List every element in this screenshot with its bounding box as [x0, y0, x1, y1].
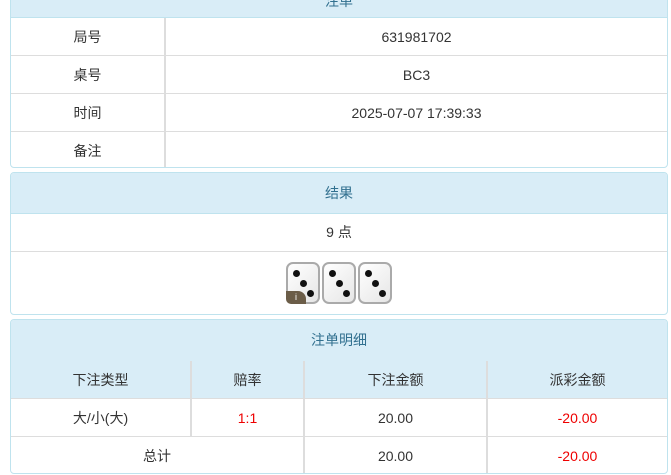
table-row: 备注: [11, 131, 667, 167]
bet-type: 大/小(大): [11, 398, 191, 437]
table-row: 时间 2025-07-07 17:39:33: [11, 93, 667, 132]
info-badge-icon[interactable]: i: [286, 291, 306, 304]
die-3: [358, 262, 392, 304]
order-panel: 注单 局号 631981702 桌号 BC3 时间 2025-07-07 17:39:…: [10, 0, 668, 168]
table-row: 局号 631981702: [11, 18, 667, 56]
order-info-table: 局号 631981702 桌号 BC3 时间 2025-07-07 17:39:33 …: [11, 18, 667, 167]
odds: 1:1: [190, 398, 304, 437]
total-label: 总计: [11, 436, 304, 473]
row-value: [164, 131, 667, 167]
row-value: 631981702: [164, 18, 667, 56]
row-label: 时间: [11, 93, 165, 132]
order-panel-title: 注单: [11, 0, 667, 18]
row-label: 桌号: [11, 55, 165, 94]
result-panel-title: 结果: [11, 173, 667, 214]
total-row: 总计 20.00 -20.00: [11, 436, 667, 473]
die-1: i: [286, 262, 320, 304]
header-payout: 派彩金额: [486, 361, 667, 399]
header-bet-amount: 下注金额: [303, 361, 487, 399]
payout: -20.00: [486, 398, 667, 437]
bet-detail-table: 下注类型 赔率 下注金额 派彩金额 大/小(大) 1:1 20.00 -20.0…: [11, 361, 667, 473]
total-payout: -20.00: [486, 436, 667, 473]
bet-amount: 20.00: [303, 398, 487, 437]
detail-panel: 注单明细 下注类型 赔率 下注金额 派彩金额 大/小(大) 1:1 20.00 …: [10, 319, 668, 474]
table-row: 大/小(大) 1:1 20.00 -20.00: [11, 398, 667, 437]
table-row: 桌号 BC3: [11, 55, 667, 94]
total-bet: 20.00: [303, 436, 487, 473]
row-value: BC3: [164, 55, 667, 94]
result-panel: 结果 9 点 i: [10, 172, 668, 315]
header-bet-type: 下注类型: [11, 361, 191, 399]
row-value: 2025-07-07 17:39:33: [164, 93, 667, 132]
row-label: 局号: [73, 28, 102, 45]
header-odds: 赔率: [190, 361, 304, 399]
result-points: 9 点: [11, 214, 667, 252]
table-header: 下注类型 赔率 下注金额 派彩金额: [11, 361, 667, 399]
detail-panel-title: 注单明细: [11, 320, 667, 361]
dice-row: i: [11, 252, 667, 312]
row-label: 备注: [11, 131, 165, 167]
die-2: [322, 262, 356, 304]
